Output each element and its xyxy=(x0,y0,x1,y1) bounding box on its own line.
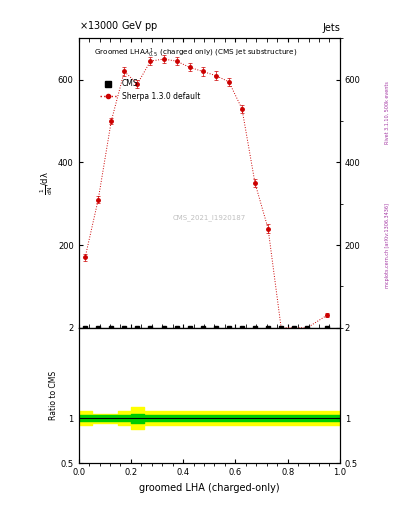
Text: $\times$13000 GeV pp: $\times$13000 GeV pp xyxy=(79,19,158,33)
Text: Groomed LHA$\lambda^1_{0.5}$ (charged only) (CMS jet substructure): Groomed LHA$\lambda^1_{0.5}$ (charged on… xyxy=(94,47,298,60)
Text: Rivet 3.1.10, 500k events: Rivet 3.1.10, 500k events xyxy=(385,81,389,144)
Text: CMS_2021_I1920187: CMS_2021_I1920187 xyxy=(173,215,246,221)
Legend: CMS, Sherpa 1.3.0 default: CMS, Sherpa 1.3.0 default xyxy=(98,77,202,103)
Text: mcplots.cern.ch [arXiv:1306.3436]: mcplots.cern.ch [arXiv:1306.3436] xyxy=(385,203,389,288)
Text: Jets: Jets xyxy=(322,23,340,33)
Y-axis label: Ratio to CMS: Ratio to CMS xyxy=(49,371,58,420)
X-axis label: groomed LHA (charged-only): groomed LHA (charged-only) xyxy=(139,483,279,493)
Y-axis label: $\mathregular{\frac{1}{dN} / d\lambda}$: $\mathregular{\frac{1}{dN} / d\lambda}$ xyxy=(39,171,55,195)
